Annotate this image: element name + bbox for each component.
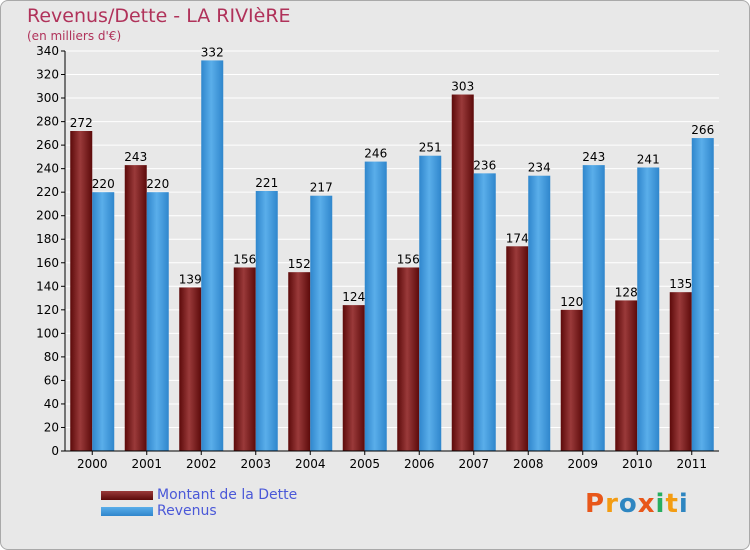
bar-chart: 0 20 40 60 80 100 120 140 160 180 200 220 240 260 280 3…: [36, 44, 719, 471]
data-label: 128: [615, 285, 638, 299]
data-label: 246: [364, 147, 387, 161]
y-tick-label: 160: [36, 256, 59, 270]
data-label: 174: [506, 231, 529, 245]
data-label: 220: [146, 177, 169, 191]
bar-revenus: [364, 161, 387, 451]
y-tick-label: 320: [36, 68, 59, 82]
data-label: 139: [179, 272, 202, 286]
logo-letter: t: [665, 489, 679, 519]
bar-revenus: [419, 155, 442, 452]
bar-revenus: [92, 192, 115, 452]
y-tick-label: 100: [36, 326, 59, 340]
bar-dette: [615, 300, 638, 451]
logo-letter: x: [637, 489, 656, 519]
bar-dette: [342, 305, 365, 451]
logo-letter: r: [605, 489, 619, 519]
bar-dette: [669, 292, 692, 451]
bar-dette: [233, 267, 256, 451]
legend-swatch-revenus: [101, 506, 153, 516]
data-label: 332: [201, 45, 224, 59]
bar-revenus: [582, 165, 605, 451]
bar-dette: [179, 287, 202, 451]
legend-item-revenus: Revenus: [101, 503, 297, 519]
data-label: 124: [342, 290, 365, 304]
bar-dette: [288, 272, 311, 451]
legend-item-dette: Montant de la Dette: [101, 487, 297, 503]
y-tick-label: 120: [36, 303, 59, 317]
data-label: 152: [288, 257, 311, 271]
chart-title: Revenus/Dette - LA RIVIèRE: [27, 5, 291, 27]
y-tick-label: 280: [36, 115, 59, 129]
x-tick-label: 2004: [295, 457, 326, 471]
x-tick-label: 2007: [458, 457, 489, 471]
x-tick-label: 2005: [349, 457, 380, 471]
data-label: 236: [473, 158, 496, 172]
bar-revenus: [528, 175, 551, 452]
data-label: 120: [560, 295, 583, 309]
bar-revenus: [473, 173, 496, 451]
y-tick-label: 300: [36, 91, 59, 105]
x-tick-label: 2003: [240, 457, 271, 471]
y-tick-label: 40: [44, 397, 59, 411]
bar-revenus: [637, 167, 660, 451]
data-label: 241: [637, 152, 660, 166]
logo-letter: i: [678, 489, 689, 519]
data-label: 221: [255, 176, 278, 190]
y-tick-label: 80: [44, 350, 59, 364]
bar-dette: [451, 94, 474, 451]
data-label: 251: [419, 141, 442, 155]
data-label: 272: [70, 116, 93, 130]
y-tick-label: 220: [36, 185, 59, 199]
bar-revenus: [201, 60, 224, 451]
bar-dette: [560, 309, 583, 451]
chart-subtitle: (en milliers d'€): [27, 29, 122, 43]
y-tick-label: 200: [36, 209, 59, 223]
legend-label-revenus: Revenus: [157, 503, 217, 519]
logo-letter: o: [618, 489, 638, 519]
legend-swatch-dette: [101, 490, 153, 500]
bar-revenus: [691, 138, 714, 451]
legend: Montant de la Dette Revenus: [101, 487, 297, 519]
bar-revenus: [255, 191, 278, 451]
bar-revenus: [146, 192, 169, 452]
legend-label-dette: Montant de la Dette: [157, 487, 298, 503]
y-tick-label: 20: [44, 420, 59, 434]
data-label: 156: [397, 252, 420, 266]
y-tick-label: 140: [36, 279, 59, 293]
bar-dette: [70, 131, 93, 451]
y-tick-label: 0: [51, 444, 59, 458]
x-tick-label: 2010: [622, 457, 653, 471]
logo-letter: i: [655, 489, 666, 519]
x-tick-label: 2002: [186, 457, 217, 471]
y-tick-label: 240: [36, 162, 59, 176]
data-label: 243: [582, 150, 605, 164]
x-tick-label: 2001: [131, 457, 162, 471]
y-tick-label: 60: [44, 373, 59, 387]
y-tick-label: 260: [36, 138, 59, 152]
data-label: 220: [92, 177, 115, 191]
x-tick-label: 2000: [77, 457, 108, 471]
y-tick-label: 180: [36, 232, 59, 246]
data-label: 135: [669, 277, 692, 291]
x-tick-label: 2011: [676, 457, 707, 471]
bar-dette: [506, 246, 529, 451]
data-label: 243: [124, 150, 147, 164]
data-label: 266: [691, 123, 714, 137]
data-label: 217: [310, 181, 333, 195]
bar-dette: [124, 165, 147, 451]
x-tick-label: 2006: [404, 457, 435, 471]
data-label: 303: [451, 80, 474, 94]
x-tick-label: 2009: [567, 457, 598, 471]
bar-revenus: [310, 195, 333, 451]
x-tick-label: 2008: [513, 457, 544, 471]
bar-dette: [397, 267, 420, 451]
logo-letter: P: [585, 489, 606, 519]
proxiti-logo: Proxiti: [585, 489, 689, 519]
data-label: 234: [528, 161, 551, 175]
data-label: 156: [233, 252, 256, 266]
y-tick-label: 340: [36, 44, 59, 58]
